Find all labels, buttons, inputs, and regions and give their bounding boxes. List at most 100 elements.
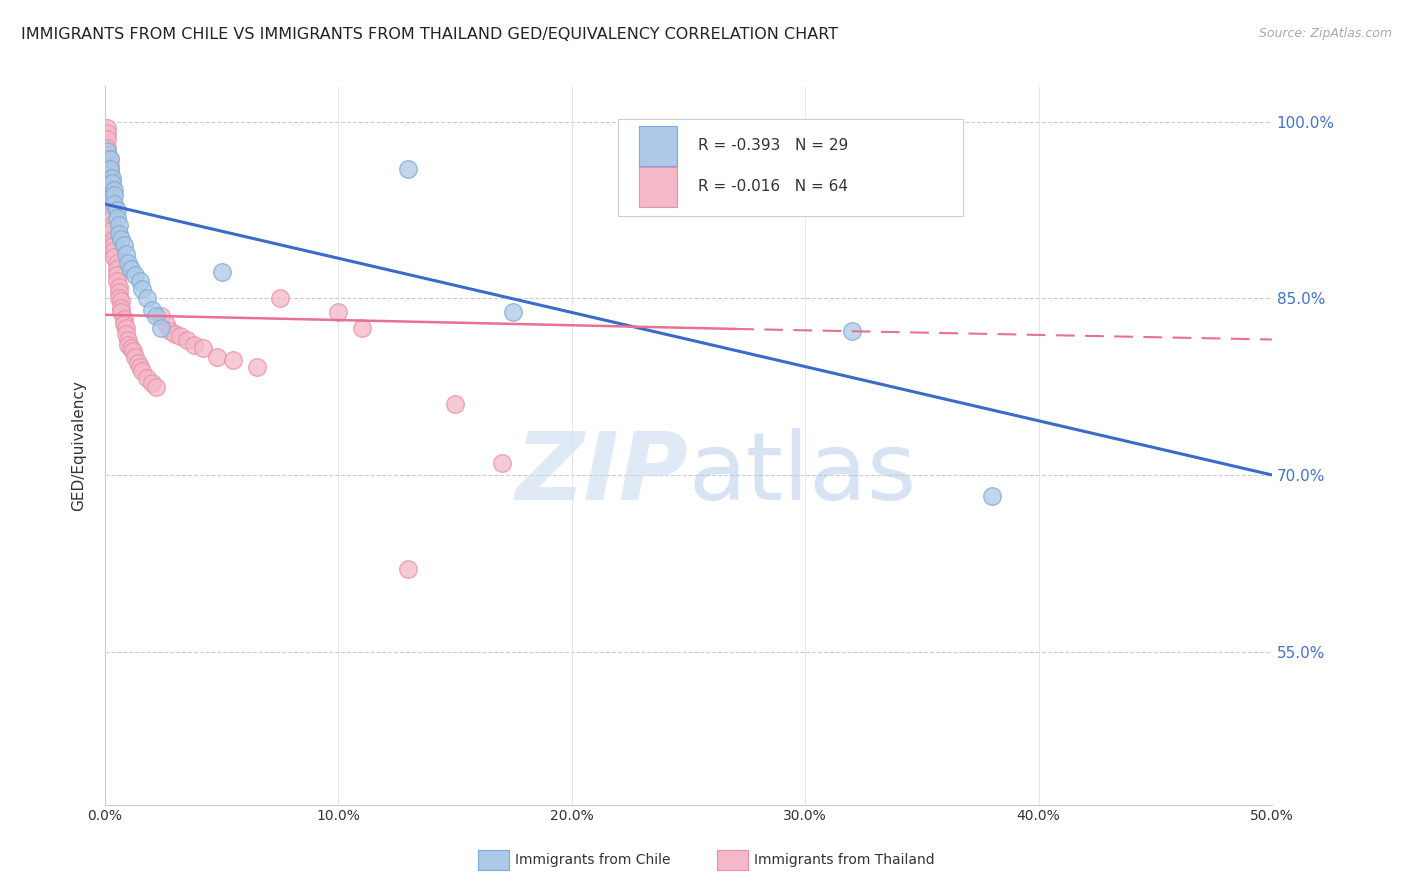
- Point: [124, 350, 146, 364]
- Point: [101, 199, 124, 213]
- Point: [101, 211, 124, 226]
- Point: [145, 309, 167, 323]
- Point: [101, 171, 124, 186]
- Point: [98, 160, 121, 174]
- Point: [159, 324, 181, 338]
- Text: R = -0.393   N = 29: R = -0.393 N = 29: [697, 138, 848, 153]
- Point: [127, 356, 149, 370]
- Point: [112, 312, 135, 326]
- Point: [163, 326, 186, 341]
- Point: [145, 379, 167, 393]
- Point: [396, 562, 419, 576]
- Point: [211, 265, 233, 279]
- Point: [205, 350, 228, 364]
- Point: [105, 274, 128, 288]
- Point: [98, 161, 121, 176]
- Point: [444, 397, 467, 411]
- Point: [117, 338, 139, 352]
- Point: [502, 305, 524, 319]
- Point: [269, 291, 291, 305]
- Point: [183, 338, 205, 352]
- Point: [108, 219, 131, 233]
- Point: [105, 256, 128, 270]
- Point: [115, 326, 138, 341]
- Point: [117, 256, 139, 270]
- Point: [120, 261, 142, 276]
- Point: [129, 359, 152, 374]
- Bar: [640, 127, 676, 166]
- Point: [98, 153, 121, 167]
- Point: [96, 132, 118, 146]
- Point: [141, 376, 163, 390]
- Text: IMMIGRANTS FROM CHILE VS IMMIGRANTS FROM THAILAND GED/EQUIVALENCY CORRELATION CH: IMMIGRANTS FROM CHILE VS IMMIGRANTS FROM…: [21, 27, 838, 42]
- Point: [136, 291, 159, 305]
- Point: [103, 183, 125, 197]
- Point: [169, 329, 191, 343]
- Point: [103, 244, 125, 259]
- Point: [129, 274, 152, 288]
- Point: [101, 194, 124, 209]
- Bar: [640, 167, 676, 207]
- Point: [841, 324, 863, 338]
- Point: [103, 232, 125, 246]
- Text: R = -0.016   N = 64: R = -0.016 N = 64: [697, 179, 848, 194]
- Point: [96, 127, 118, 141]
- Point: [96, 147, 118, 161]
- Point: [115, 246, 138, 260]
- Point: [246, 359, 269, 374]
- Point: [98, 176, 121, 190]
- Point: [131, 282, 153, 296]
- Point: [124, 268, 146, 282]
- Point: [155, 317, 177, 331]
- Point: [980, 489, 1002, 503]
- Text: Source: ZipAtlas.com: Source: ZipAtlas.com: [1258, 27, 1392, 40]
- Point: [110, 232, 132, 246]
- Point: [103, 238, 125, 252]
- Point: [98, 183, 121, 197]
- Point: [150, 320, 173, 334]
- Point: [491, 456, 513, 470]
- Point: [110, 301, 132, 315]
- Text: Immigrants from Thailand: Immigrants from Thailand: [754, 853, 934, 867]
- Point: [98, 187, 121, 202]
- Point: [108, 285, 131, 300]
- Point: [176, 333, 198, 347]
- Point: [328, 305, 350, 319]
- Point: [108, 279, 131, 293]
- Text: atlas: atlas: [689, 428, 917, 520]
- Point: [101, 219, 124, 233]
- Point: [101, 206, 124, 220]
- Point: [115, 320, 138, 334]
- Point: [101, 176, 124, 190]
- Point: [110, 305, 132, 319]
- Point: [105, 202, 128, 217]
- Point: [222, 352, 245, 367]
- Point: [191, 341, 214, 355]
- Point: [101, 223, 124, 237]
- Point: [108, 227, 131, 241]
- Point: [98, 171, 121, 186]
- Point: [96, 140, 118, 154]
- Point: [108, 291, 131, 305]
- Point: [396, 161, 419, 176]
- Point: [112, 238, 135, 252]
- Point: [117, 333, 139, 347]
- Point: [110, 293, 132, 308]
- Text: ZIP: ZIP: [516, 428, 689, 520]
- Point: [136, 371, 159, 385]
- Point: [350, 320, 373, 334]
- Point: [105, 268, 128, 282]
- Point: [103, 187, 125, 202]
- Y-axis label: GED/Equivalency: GED/Equivalency: [72, 380, 86, 511]
- Point: [105, 211, 128, 226]
- Point: [96, 120, 118, 135]
- Point: [96, 144, 118, 158]
- Point: [112, 317, 135, 331]
- Point: [120, 341, 142, 355]
- Point: [103, 250, 125, 264]
- FancyBboxPatch shape: [619, 119, 963, 216]
- Point: [98, 153, 121, 167]
- Text: Immigrants from Chile: Immigrants from Chile: [515, 853, 671, 867]
- Point: [103, 197, 125, 211]
- Point: [141, 303, 163, 318]
